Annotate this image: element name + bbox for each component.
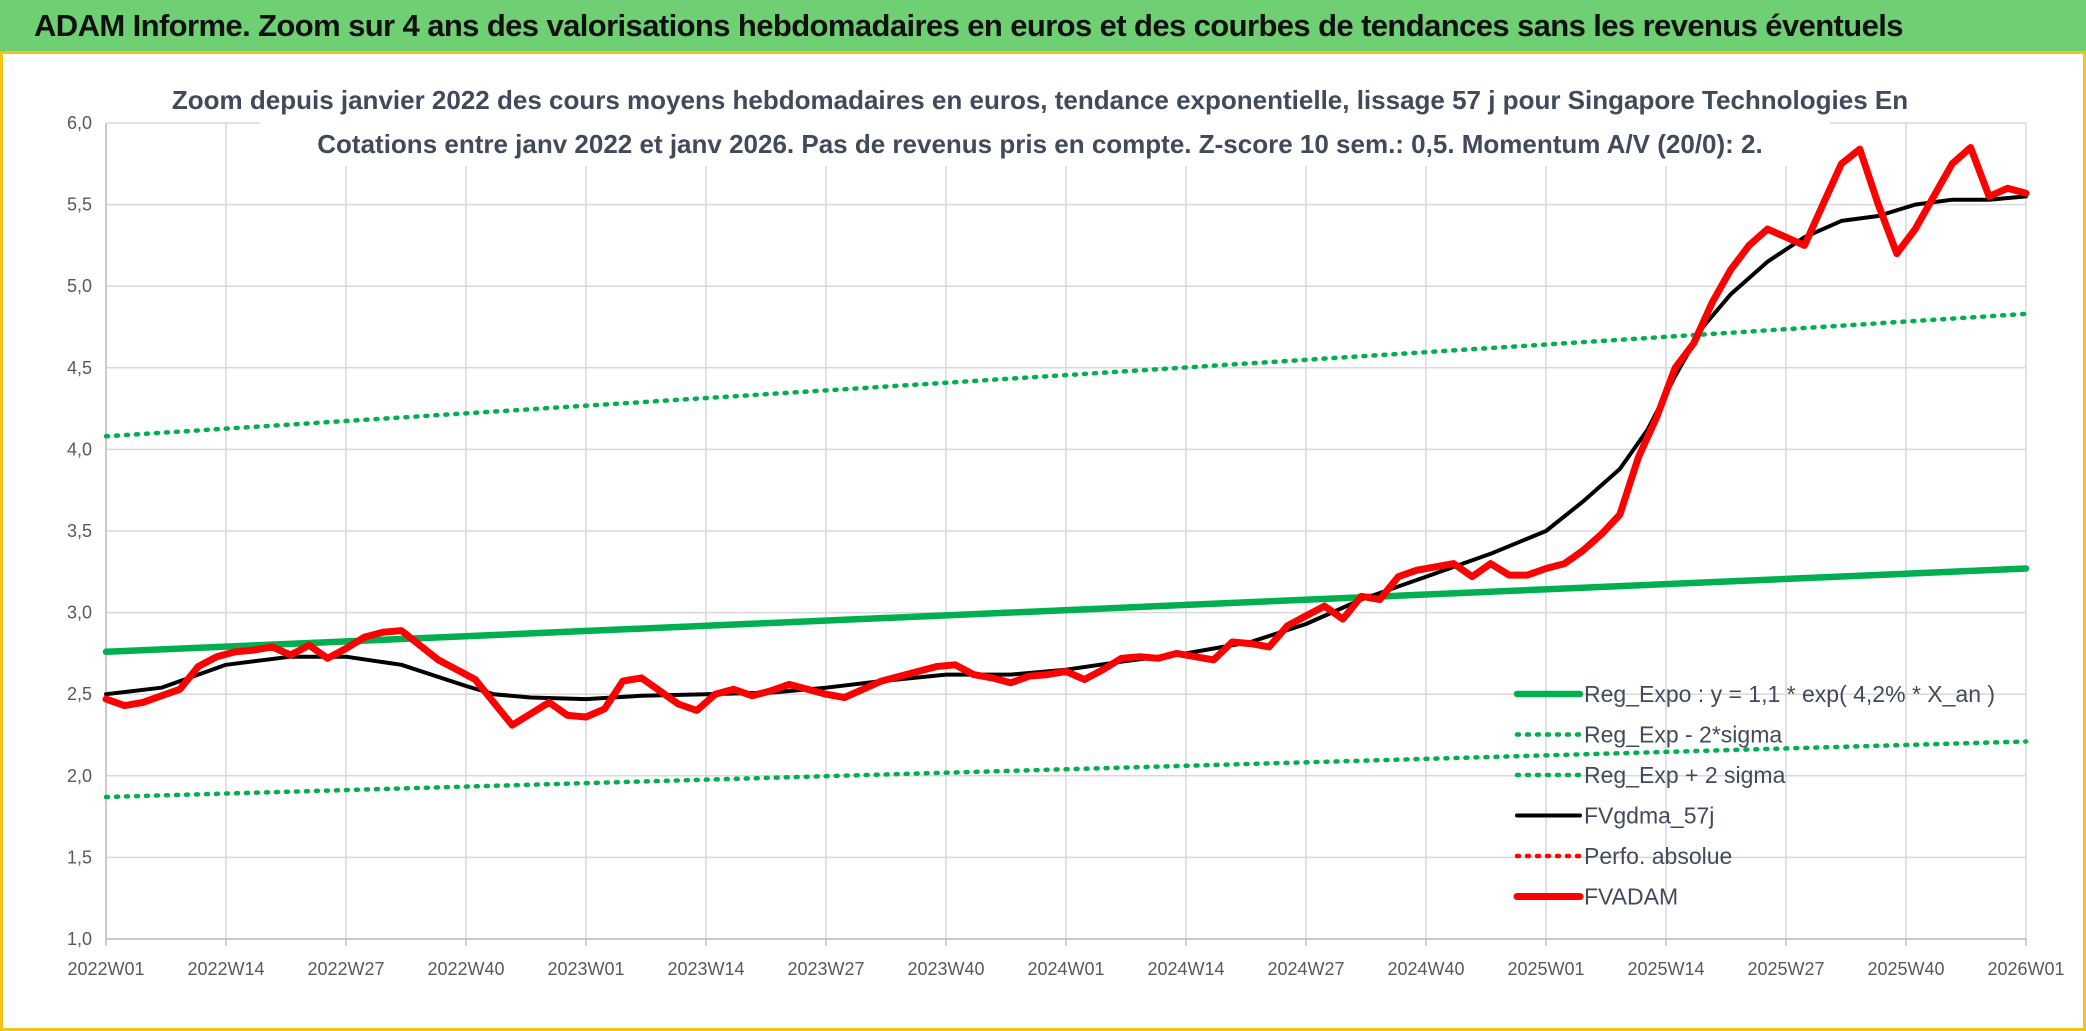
series-line-1: [103, 739, 2029, 800]
y-tick-label: 4,5: [67, 358, 92, 378]
x-tick-label: 2022W14: [187, 959, 264, 979]
y-tick-label: 5,5: [67, 195, 92, 215]
x-tick-label: 2023W14: [667, 959, 744, 979]
y-tick-label: 2,0: [67, 766, 92, 786]
series-line-0: [102, 565, 2030, 656]
legend-label-2: Reg_Exp + 2 sigma: [1584, 762, 1786, 788]
x-tick-label: 2025W01: [1507, 959, 1584, 979]
series-line-2: [103, 311, 2029, 439]
x-tick-label: 2024W01: [1027, 959, 1104, 979]
series-line-5: [102, 144, 2030, 729]
x-tick-label: 2025W14: [1627, 959, 1704, 979]
x-tick-label: 2024W40: [1387, 959, 1464, 979]
y-tick-label: 3,0: [67, 603, 92, 623]
chart-grid: [105, 122, 2027, 940]
x-tick-label: 2026W01: [1987, 959, 2064, 979]
x-tick-label: 2025W40: [1867, 959, 1944, 979]
x-tick-label: 2025W27: [1747, 959, 1824, 979]
chart-axes: 1,0 1,5 2,0 2,5 3,0 3,5 4,0 4,5 5,0 5,5 6,0 2022W01…: [67, 113, 2065, 979]
x-tick-label: 2024W14: [1147, 959, 1224, 979]
header-banner: ADAM Informe. Zoom sur 4 ans des valoris…: [0, 0, 2086, 54]
legend-label-1: Reg_Exp - 2*sigma: [1584, 722, 1782, 748]
y-tick-label: 3,5: [67, 521, 92, 541]
y-tick-label: 2,5: [67, 684, 92, 704]
legend-label-0: Reg_Expo : y = 1,1 * exp( 4,2% * X_an ): [1584, 681, 1995, 707]
legend-label-4: Perfo. absolue: [1584, 843, 1732, 869]
x-tick-label: 2022W27: [307, 959, 384, 979]
title-backdrop: [260, 78, 1830, 166]
legend-label-5: FVADAM: [1584, 884, 1678, 910]
legend-label-3: FVgdma_57j: [1584, 803, 1714, 829]
y-tick-label: 1,0: [67, 929, 92, 949]
chart-titles: Zoom depuis janvier 2022 des cours moyen…: [172, 78, 1908, 166]
y-tick-label: 5,0: [67, 276, 92, 296]
x-tick-label: 2022W40: [427, 959, 504, 979]
page-title: ADAM Informe. Zoom sur 4 ans des valoris…: [34, 8, 1904, 43]
chart-title: Zoom depuis janvier 2022 des cours moyen…: [172, 85, 1908, 115]
chart-subtitle: Cotations entre janv 2022 et janv 2026. …: [317, 129, 1762, 159]
y-tick-label: 1,5: [67, 847, 92, 867]
x-tick-label: 2024W27: [1267, 959, 1344, 979]
chart-legend: Reg_Expo : y = 1,1 * exp( 4,2% * X_an ) R…: [1513, 681, 1995, 910]
x-tick-label: 2023W27: [787, 959, 864, 979]
x-tick-label: 2023W01: [547, 959, 624, 979]
chart-series: [102, 144, 2030, 800]
x-tick-label: 2022W01: [67, 959, 144, 979]
y-tick-label: 4,0: [67, 439, 92, 459]
x-tick-label: 2023W40: [907, 959, 984, 979]
y-tick-label: 6,0: [67, 113, 92, 133]
